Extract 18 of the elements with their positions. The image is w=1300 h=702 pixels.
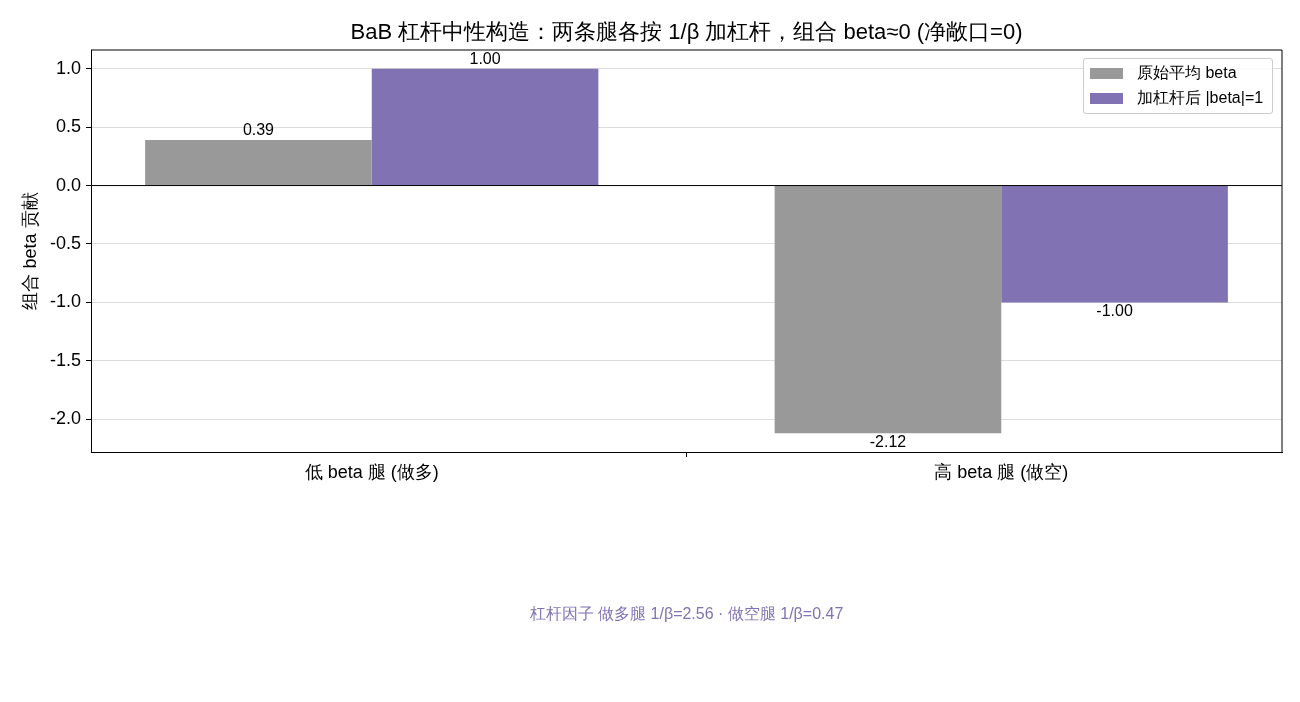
y-tick-label: -0.5 — [49, 232, 81, 253]
data-label: 0.39 — [242, 121, 275, 139]
legend-label: 加杠杆后 |beta|=1 — [1137, 88, 1264, 108]
y-axis-title: 组合 beta 贡献 — [19, 192, 41, 310]
x-tick-label: 高 beta 腿 (做空) — [934, 461, 1069, 482]
chart-title: BaB 杠杆中性构造：两条腿各按 1/β 加杠杆，组合 beta≈0 (净敞口=0) — [350, 19, 1023, 45]
data-label: -1.00 — [1096, 301, 1133, 319]
y-tick-label: -1.5 — [49, 349, 81, 370]
text: 杠杆因子 做多腿 1/β=2.56 · 做空腿 1/β=0.47 — [529, 604, 844, 624]
y-tick-label: -2.0 — [49, 408, 81, 429]
data-label: -2.12 — [869, 432, 907, 450]
data-label: 1.00 — [469, 50, 501, 68]
y-tick-label: 0.0 — [55, 174, 81, 195]
y-tick-label: -1.0 — [49, 291, 81, 312]
legend-label: 原始平均 beta — [1137, 63, 1237, 83]
x-tick-label: 低 beta 腿 (做多) — [304, 461, 439, 482]
y-tick-label: 0.5 — [55, 116, 81, 137]
y-tick-label: 1.0 — [55, 57, 81, 78]
